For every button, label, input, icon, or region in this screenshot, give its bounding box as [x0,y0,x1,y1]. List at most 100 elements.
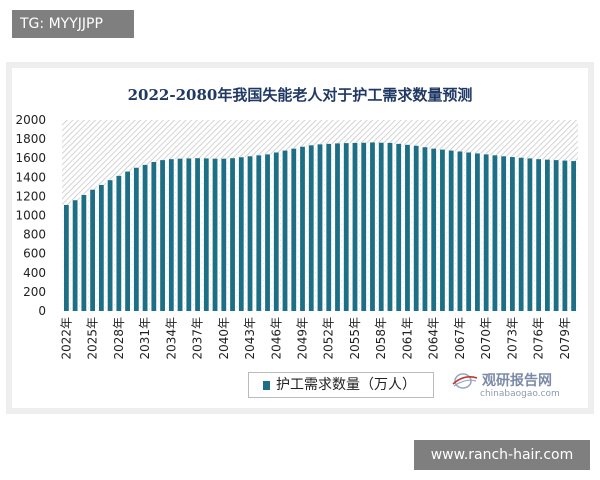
bar-2075年 [527,158,533,311]
x-tick-label: 2028年 [112,317,126,360]
bar-2042年 [238,157,244,311]
bar-2028年 [116,175,122,311]
bar-2056年 [361,142,367,311]
bar-2072年 [501,156,507,311]
bar-2079年 [562,160,568,311]
bar-2045年 [265,154,270,311]
bar-2061年 [405,144,410,311]
bar-2038年 [203,158,209,311]
bar-2048年 [291,148,297,311]
bar-2033年 [160,160,165,311]
bar-2063年 [422,147,428,311]
bar-2060年 [396,143,402,311]
x-tick-label: 2067年 [453,317,467,360]
bar-2069年 [475,153,480,311]
watermark-en: chinabaogao.com [480,389,560,399]
bottom-site-tag: www.ranch-hair.com [414,440,590,470]
bar-2076年 [536,159,542,311]
bar-2058年 [378,142,384,311]
x-tick-label: 2061年 [400,317,414,360]
bar-2067年 [457,151,463,311]
bar-2051年 [317,144,323,311]
bar-2027年 [107,180,113,311]
x-tick-label: 2025年 [86,317,100,360]
bar-2057年 [370,142,375,311]
bar-2065年 [440,149,445,311]
bar-2070年 [483,154,489,311]
y-tick-label: 1200 [15,189,46,203]
y-tick-label: 0 [38,304,46,318]
bar-2054年 [343,143,349,311]
y-tick-label: 400 [23,266,46,280]
bar-2029年 [125,171,130,311]
bar-2077年 [544,159,550,311]
bar-2044年 [256,155,262,311]
bar-2035年 [177,158,183,311]
y-tick-label: 800 [23,228,46,242]
x-tick-label: 2055年 [348,317,362,360]
bar-2066年 [448,150,454,311]
x-tick-label: 2079年 [558,317,572,360]
x-tick-label: 2076年 [532,317,546,360]
bar-2046年 [273,152,279,311]
y-tick-label: 1800 [15,132,46,146]
x-tick-label: 2049年 [296,317,310,360]
y-tick-label: 1000 [15,209,46,223]
bar-2073年 [510,157,515,311]
bar-2034年 [168,159,174,311]
bar-2025年 [90,189,96,311]
bar-2068年 [466,152,472,311]
bar-2055年 [352,142,358,311]
x-tick-label: 2034年 [164,317,178,360]
top-watermark-tag: TG: MYYJJPP [12,10,134,38]
x-tick-label: 2040年 [217,317,231,360]
bar-2040年 [221,158,227,311]
x-tick-label: 2064年 [427,317,441,360]
x-tick-label: 2058年 [374,317,388,360]
bar-2062年 [413,145,419,311]
x-tick-label: 2073年 [505,317,519,360]
bar-2030年 [133,167,139,311]
bar-2049年 [300,146,305,311]
bar-2023年 [72,200,78,311]
x-tick-label: 2043年 [243,317,257,360]
bar-2078年 [553,160,559,311]
y-tick-label: 1600 [15,151,46,165]
x-tick-label: 2052年 [322,317,336,360]
bar-2047年 [282,150,288,311]
x-tick-label: 2070年 [479,317,493,360]
x-tick-label: 2022年 [59,317,73,360]
chart-title: 2022-2080年我国失能老人对于护工需求数量预测 [127,86,473,104]
chart-legend: 护工需求数量（万人） [248,372,434,398]
y-tick-label: 1400 [15,170,46,184]
bar-2053年 [335,143,340,311]
bar-2041年 [230,158,235,311]
legend-swatch [263,380,270,390]
y-tick-label: 2000 [15,113,46,127]
bar-2031年 [142,164,148,311]
bar-2071年 [492,155,498,311]
bar-2080年 [571,161,577,311]
bar-2052年 [326,143,332,311]
x-tick-label: 2046年 [269,317,283,360]
bar-2037年 [195,158,200,311]
y-tick-label: 200 [23,285,46,299]
bar-2074年 [518,157,524,311]
globe-logo-icon [452,373,478,389]
y-tick-label: 600 [23,247,46,261]
x-tick-label: 2037年 [191,317,205,360]
bar-2064年 [431,148,437,311]
bar-2032年 [151,162,157,311]
bar-2022年 [63,204,69,311]
x-tick-label: 2031年 [138,317,152,360]
bar-2036年 [186,158,192,311]
bar-2039年 [212,158,218,311]
bar-2024年 [81,194,87,311]
bar-2050年 [308,145,314,311]
bar-2043年 [247,156,253,311]
bar-2026年 [98,184,104,311]
watermark-cn: 观研报告网 [482,373,552,389]
bar-2059年 [387,142,393,311]
source-watermark: 观研报告网 chinabaogao.com [452,370,572,404]
